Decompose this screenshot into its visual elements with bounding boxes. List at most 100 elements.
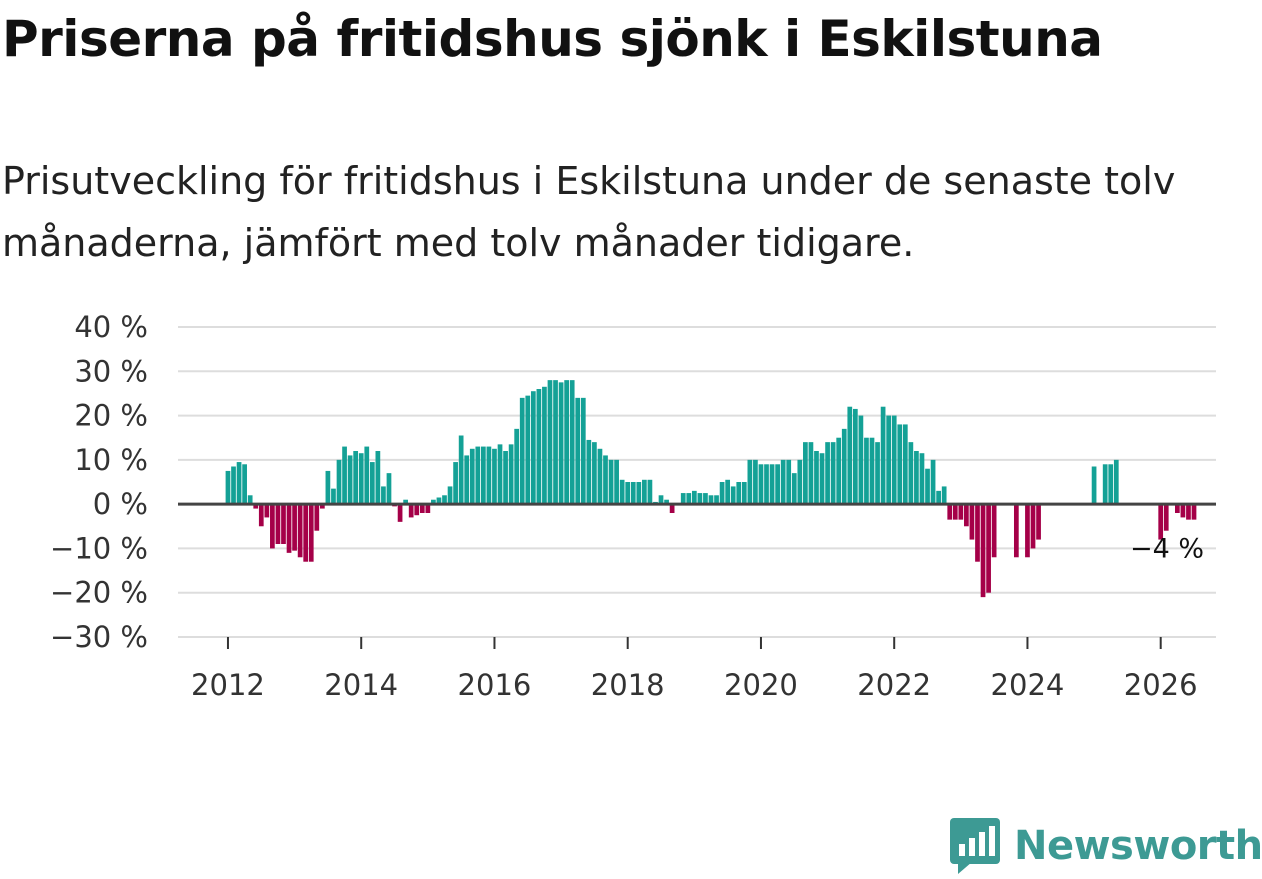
bar-chart-speech-bubble-icon — [950, 818, 1000, 874]
bar — [386, 473, 392, 505]
bar — [941, 486, 947, 505]
bar — [936, 490, 941, 505]
bar — [580, 397, 586, 505]
bar — [1158, 504, 1164, 540]
bar — [564, 380, 569, 505]
bar — [841, 428, 847, 505]
bar — [1091, 466, 1097, 505]
bar — [419, 504, 425, 513]
bar — [442, 495, 447, 505]
bar — [669, 504, 675, 513]
bar — [975, 504, 980, 562]
bar — [403, 499, 408, 505]
bar — [258, 504, 264, 527]
bar — [736, 482, 742, 505]
bar — [264, 504, 270, 518]
bar — [486, 446, 492, 505]
bar — [925, 468, 930, 505]
bar — [492, 448, 497, 505]
bar — [680, 493, 686, 505]
bar — [808, 442, 814, 505]
x-axis: 2012 2014 2016 2018 2020 2022 2024 2026 — [191, 637, 1198, 702]
x-tick-label: 2024 — [991, 668, 1065, 702]
bar — [725, 479, 731, 505]
bar — [947, 504, 953, 520]
y-tick-label: −20 % — [50, 576, 148, 610]
bar — [381, 486, 386, 505]
bar — [1186, 504, 1191, 520]
y-tick-label: 20 % — [74, 399, 148, 433]
bar — [786, 459, 792, 505]
brand-name: Newsworthy — [1014, 823, 1262, 869]
bar — [542, 386, 547, 505]
bar — [1113, 459, 1119, 505]
bar — [908, 442, 914, 505]
bar — [858, 415, 864, 505]
bar — [930, 459, 936, 505]
bar — [575, 397, 581, 505]
bar — [819, 453, 825, 505]
bar — [769, 464, 775, 505]
bar — [453, 462, 458, 505]
bar — [569, 380, 575, 505]
bar — [603, 455, 608, 505]
bar — [253, 504, 259, 509]
bar — [292, 504, 297, 551]
bar — [830, 442, 836, 505]
bar — [869, 437, 875, 505]
bar — [364, 446, 370, 505]
bar — [303, 504, 309, 562]
bar — [952, 504, 958, 520]
x-tick-label: 2026 — [1124, 668, 1198, 702]
chart-subtitle: Prisutveckling för fritidshus i Eskilstu… — [2, 159, 1176, 265]
x-tick-label: 2014 — [324, 668, 398, 702]
bar — [891, 415, 897, 505]
bar — [431, 499, 436, 505]
bar — [897, 424, 903, 505]
bar — [741, 482, 747, 505]
x-tick-label: 2020 — [724, 668, 798, 702]
bar — [608, 459, 614, 505]
grid-lines — [178, 326, 1216, 638]
bar — [619, 479, 625, 505]
bar — [836, 437, 842, 505]
bar — [753, 459, 758, 505]
bar — [536, 389, 542, 505]
bar — [969, 504, 975, 540]
bar — [1175, 504, 1180, 513]
bar — [481, 446, 486, 505]
bar — [980, 504, 986, 598]
bar — [369, 462, 375, 505]
bar — [703, 493, 708, 505]
bar — [664, 499, 669, 505]
bar — [336, 459, 342, 505]
bar — [547, 380, 553, 505]
bar — [314, 504, 320, 531]
y-tick-label: 10 % — [74, 443, 148, 477]
y-axis: 40 % 30 % 20 % 10 % 0 % −10 % −20 % −30 % — [50, 310, 148, 654]
bar — [503, 451, 508, 505]
bar — [697, 493, 703, 505]
y-tick-label: 40 % — [74, 310, 148, 344]
bar — [331, 488, 336, 505]
bar — [1013, 504, 1019, 558]
y-tick-label: −10 % — [50, 531, 148, 565]
bar — [1163, 504, 1169, 531]
bar — [730, 486, 736, 505]
bar — [614, 459, 619, 505]
bar — [914, 451, 919, 505]
bar — [1025, 504, 1030, 558]
bar — [714, 495, 719, 505]
bar — [247, 495, 253, 505]
bar — [286, 504, 292, 553]
bar — [231, 466, 236, 505]
bar — [1036, 504, 1041, 540]
bar — [519, 397, 525, 505]
bar — [375, 451, 381, 505]
bar — [647, 479, 653, 505]
bar — [342, 446, 347, 505]
chart-title: Priserna på fritidshus sjönk i Eskilstun… — [2, 10, 1103, 68]
bar — [814, 451, 819, 505]
bar — [475, 446, 481, 505]
bar — [592, 442, 597, 505]
